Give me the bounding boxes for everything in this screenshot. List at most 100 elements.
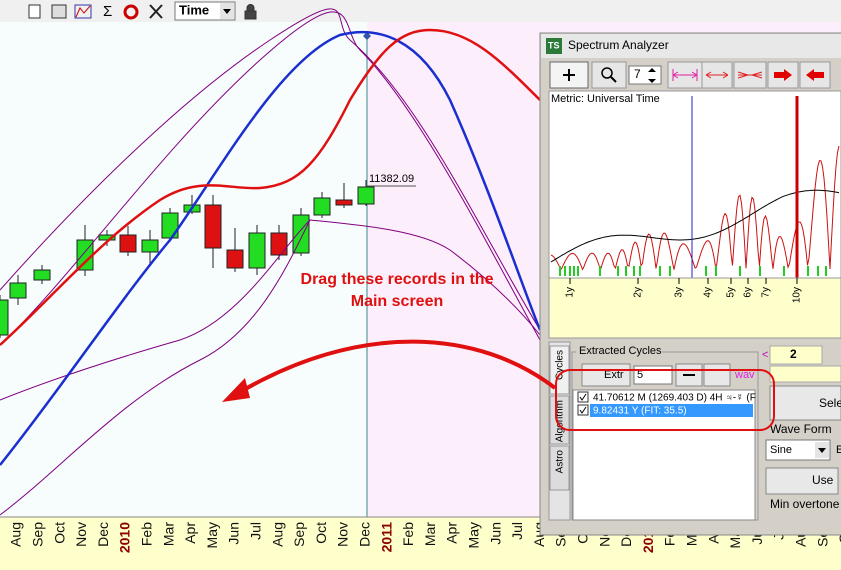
lock-icon[interactable] <box>244 4 257 20</box>
window-toolbar-part[interactable] <box>563 69 575 81</box>
x-axis-label: Sep <box>291 522 307 547</box>
window-toolbar-part[interactable] <box>549 61 589 89</box>
toolbar-icons-part[interactable] <box>123 4 139 20</box>
x-axis-label: Jul <box>248 522 264 540</box>
x-axis-label: May <box>204 522 220 548</box>
period-label: 3y <box>674 287 685 298</box>
window-toolbar-part[interactable] <box>591 61 627 89</box>
window-toolbar-part[interactable] <box>705 71 729 79</box>
timeframe-text: Time <box>179 2 209 17</box>
toolbar-icons-part[interactable] <box>75 5 91 18</box>
drag-arrow <box>233 339 557 397</box>
candle-body <box>248 232 266 269</box>
side-value-box[interactable] <box>769 345 823 365</box>
wave-form-title: Wave Form <box>770 422 832 436</box>
x-axis-label: Feb <box>139 522 155 546</box>
x-axis-label: Apr <box>182 522 198 544</box>
cycle-curves <box>0 8 542 516</box>
tab[interactable] <box>549 445 570 491</box>
x-axis-label: Apr <box>444 522 460 544</box>
wave-form-select[interactable] <box>765 439 831 461</box>
x-axis-label: Mar <box>422 522 438 546</box>
spectrum-window: TS Spectrum Analyzer 7 Metric: Universal… <box>539 32 841 536</box>
candle-body <box>292 214 310 254</box>
cycle-curves-part <box>0 30 542 466</box>
x-axis-label: Feb <box>400 522 416 546</box>
x-axis-label: Oct <box>313 522 329 544</box>
side-extra: E <box>836 444 841 456</box>
wave-form-value: Sine <box>770 444 792 456</box>
side-value: 2 <box>790 347 797 361</box>
item-checkbox[interactable] <box>577 404 589 416</box>
tab[interactable] <box>549 395 570 445</box>
annotation-line: Main screen <box>351 293 443 310</box>
window-toolbar-part[interactable] <box>774 69 792 81</box>
toolbar-icons-part[interactable] <box>28 4 41 19</box>
x-axis-label: 2011 <box>378 522 394 553</box>
window-toolbar-part[interactable] <box>672 69 698 81</box>
cycle-item[interactable]: 41.70612 M (1269.403 D) 4H ♃-☿ (F <box>593 393 756 404</box>
annotation-line: Drag these records in the <box>301 271 494 288</box>
candle-body <box>76 239 94 271</box>
x-axis-label: Aug <box>8 522 24 547</box>
group-title-bg <box>576 345 662 357</box>
window-toolbar[interactable] <box>549 61 831 89</box>
toolbar-icons-part[interactable] <box>149 4 163 19</box>
use-button[interactable] <box>765 467 839 495</box>
candle-body <box>226 249 244 269</box>
tabs: Cycles Algorithm Astro <box>549 345 570 491</box>
check <box>579 406 587 414</box>
dropdown-arrow <box>818 448 826 453</box>
group-title: Extracted Cycles <box>579 345 662 357</box>
candle-body <box>119 234 137 253</box>
item-selection <box>590 404 753 417</box>
x-axis-label: Jun <box>226 522 242 545</box>
toolbar-icons-part[interactable]: Σ <box>103 3 112 20</box>
candle-body <box>141 239 159 253</box>
x-axis-label: 2010 <box>117 522 133 553</box>
period-labels: 1y 2y 3y 4y 5y 6y 7y 10y <box>565 278 803 303</box>
app-icon-text: TS <box>548 40 560 50</box>
window-toolbar-part[interactable] <box>648 68 656 83</box>
window-toolbar-part[interactable] <box>601 67 613 79</box>
candle-body <box>33 269 51 281</box>
tab-label: Algorithm <box>555 400 566 442</box>
toolbar-icons-part[interactable] <box>51 4 67 19</box>
toolbar-icons-part[interactable] <box>74 4 92 19</box>
cycle-item[interactable]: 9.82431 Y (FIT: 35.5) <box>593 406 687 417</box>
x-axis-label: Jul <box>509 522 525 540</box>
side-arrow: < <box>762 349 768 361</box>
extract-button-text: Extr <box>604 369 624 381</box>
item-checkbox[interactable] <box>577 391 589 403</box>
period-label: 6y <box>743 287 754 298</box>
x-axis-label: Nov <box>73 522 89 547</box>
wave-label: wav <box>734 369 755 381</box>
chart-area <box>0 22 367 517</box>
zoom-value: 7 <box>634 67 641 81</box>
x-axis-label: Mar <box>160 522 176 546</box>
cycle-curves-part <box>0 219 311 516</box>
period-label: 1y <box>565 287 576 298</box>
window-toolbar-part[interactable] <box>806 69 824 81</box>
candle-body <box>98 234 116 241</box>
spectrum-window-part <box>541 34 841 58</box>
period-label: 2y <box>633 287 644 298</box>
candle-body <box>204 204 222 249</box>
x-axis-label: Oct <box>51 522 67 544</box>
select-button[interactable] <box>769 385 841 421</box>
count-value: 5 <box>637 369 643 381</box>
drag-arrow-head <box>222 378 250 402</box>
toolbar-icons[interactable]: Σ <box>28 3 163 20</box>
tab-label: Astro <box>555 450 566 474</box>
window-toolbar-part[interactable] <box>610 76 617 83</box>
period-label: 7y <box>761 287 772 298</box>
x-axis-label: May <box>466 522 482 548</box>
period-label: 5y <box>726 287 737 298</box>
window-toolbar-part[interactable] <box>737 71 763 79</box>
cycle-curves-part <box>0 11 541 346</box>
period-label: 4y <box>703 287 714 298</box>
clear-button[interactable] <box>703 363 731 387</box>
period-label: 10y <box>792 287 803 303</box>
metric-label: Metric: Universal Time <box>551 93 660 105</box>
check <box>579 393 587 401</box>
